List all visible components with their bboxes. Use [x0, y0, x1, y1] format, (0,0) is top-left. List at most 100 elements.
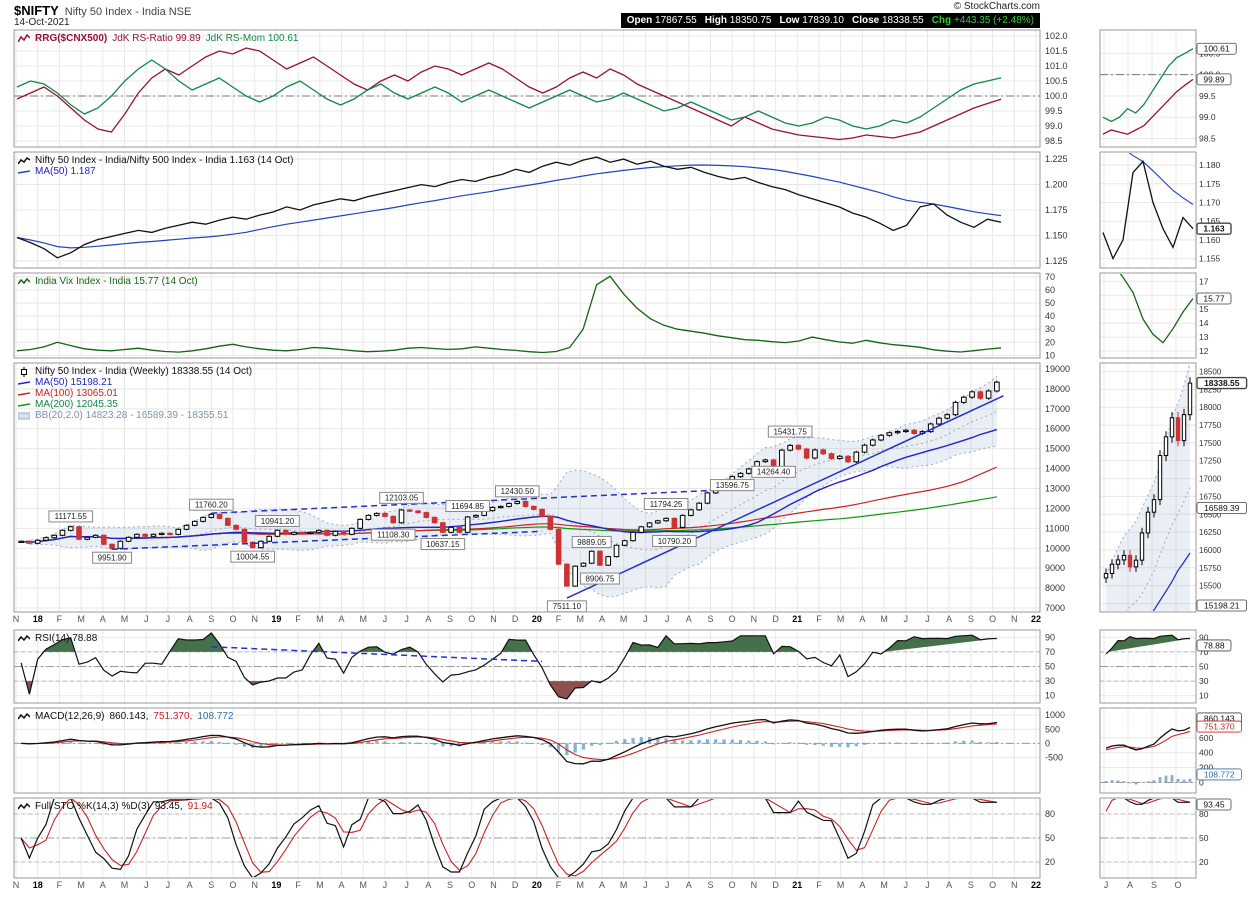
quote-change: Chg +443.35 (+2.48%) [932, 13, 1034, 28]
svg-text:99.5: 99.5 [1045, 106, 1063, 116]
svg-text:50: 50 [1045, 833, 1055, 843]
svg-text:A: A [1127, 880, 1133, 890]
svg-text:F: F [295, 880, 301, 890]
price-ma100-legend: MA(100) 13065.01 [18, 388, 118, 399]
svg-text:20: 20 [532, 880, 542, 890]
svg-text:17750: 17750 [1199, 421, 1222, 430]
svg-text:17000: 17000 [1199, 475, 1222, 484]
svg-text:16589.39: 16589.39 [1204, 503, 1240, 513]
mini-price: 18500 18250 18000 17750 17500 17250 17000 16750… [1099, 362, 1248, 613]
svg-text:M: M [121, 880, 129, 890]
price-ma50-legend: MA(50) 15198.21 [18, 377, 112, 388]
svg-text:20: 20 [532, 614, 542, 624]
svg-text:98.5: 98.5 [1045, 136, 1063, 146]
svg-text:J: J [166, 614, 171, 624]
svg-text:21: 21 [792, 614, 802, 624]
svg-text:A: A [946, 880, 952, 890]
svg-text:15000: 15000 [1045, 444, 1070, 454]
svg-text:11108.30: 11108.30 [377, 530, 410, 539]
svg-text:50: 50 [1199, 662, 1209, 672]
svg-text:A: A [100, 880, 106, 890]
svg-text:1.180: 1.180 [1199, 160, 1221, 170]
svg-text:0: 0 [1045, 738, 1050, 748]
svg-text:30: 30 [1199, 676, 1209, 686]
svg-text:1.150: 1.150 [1045, 230, 1068, 240]
svg-text:A: A [339, 614, 345, 624]
svg-text:O: O [468, 880, 475, 890]
panel-price: 19000 18000 17000 16000 15000 14000 13000 12000… [13, 362, 1070, 613]
svg-text:8000: 8000 [1045, 583, 1065, 593]
svg-text:M: M [620, 614, 628, 624]
svg-text:1.175: 1.175 [1199, 179, 1221, 189]
svg-text:70: 70 [1045, 272, 1055, 282]
high-value: 18350.75 [729, 15, 772, 26]
svg-text:M: M [316, 614, 324, 624]
svg-text:12000: 12000 [1045, 503, 1070, 513]
svg-text:A: A [100, 614, 106, 624]
svg-text:D: D [512, 614, 519, 624]
svg-text:10: 10 [1045, 350, 1055, 360]
ratio-line-icon [18, 156, 30, 164]
sto-k-value: 93.45, [154, 801, 183, 812]
svg-text:50: 50 [1045, 662, 1055, 672]
close-label: Close [851, 15, 880, 26]
svg-text:J: J [925, 614, 930, 624]
svg-text:F: F [816, 880, 822, 890]
svg-text:15500: 15500 [1199, 582, 1222, 591]
svg-text:100.61: 100.61 [1204, 44, 1230, 54]
panel-ratio: 1.225 1.200 1.175 1.150 1.125 [13, 151, 1068, 269]
svg-text:20: 20 [1199, 857, 1209, 867]
svg-text:20: 20 [1045, 857, 1055, 867]
svg-text:19: 19 [271, 880, 281, 890]
svg-text:F: F [295, 614, 301, 624]
svg-text:30: 30 [1045, 324, 1055, 334]
svg-text:15: 15 [1199, 304, 1209, 314]
svg-text:S: S [447, 880, 453, 890]
svg-text:10941.20: 10941.20 [261, 517, 295, 526]
svg-text:11760.20: 11760.20 [195, 500, 228, 509]
symbol-name: Nifty 50 Index - India NSE [64, 6, 192, 18]
svg-text:A: A [599, 880, 605, 890]
svg-text:78.88: 78.88 [1203, 640, 1225, 650]
svg-text:101.5: 101.5 [1045, 46, 1068, 56]
svg-text:18: 18 [33, 614, 43, 624]
svg-text:13596.75: 13596.75 [716, 481, 750, 490]
svg-text:100.5: 100.5 [1045, 76, 1068, 86]
svg-text:S: S [968, 880, 974, 890]
svg-text:10: 10 [1199, 691, 1209, 701]
price-ma100-value: MA(100) 13065.01 [35, 388, 118, 399]
svg-text:M: M [620, 880, 628, 890]
svg-text:1.225: 1.225 [1045, 154, 1068, 164]
svg-text:16000: 16000 [1045, 424, 1070, 434]
svg-text:A: A [859, 880, 865, 890]
svg-text:1000: 1000 [1045, 710, 1065, 720]
svg-text:10637.15: 10637.15 [426, 540, 460, 549]
svg-text:1.170: 1.170 [1199, 198, 1221, 208]
svg-text:17000: 17000 [1045, 404, 1070, 414]
ratio-ma-line-icon [18, 169, 30, 174]
rsi-line-icon [18, 634, 30, 641]
svg-text:108.772: 108.772 [1204, 769, 1235, 779]
svg-text:M: M [77, 880, 85, 890]
svg-text:12: 12 [1199, 346, 1209, 356]
svg-text:30: 30 [1045, 676, 1055, 686]
svg-text:40: 40 [1045, 311, 1055, 321]
rrg-title: RRG($CNX500) [35, 33, 108, 44]
svg-text:7511.10: 7511.10 [553, 602, 582, 611]
svg-text:A: A [686, 614, 692, 624]
copyright-link[interactable]: © StockCharts.com [953, 1, 1040, 12]
svg-text:O: O [729, 880, 736, 890]
svg-text:J: J [144, 614, 149, 624]
svg-text:F: F [556, 880, 562, 890]
candlestick-icon [21, 366, 27, 377]
price-bb-legend: BB(20,2.0) 14823.28 - 16589.39 - 18355.5… [18, 410, 228, 421]
svg-text:14264.40: 14264.40 [757, 468, 791, 477]
svg-text:10000: 10000 [1045, 543, 1070, 553]
chg-label: Chg [931, 15, 952, 26]
open-label: Open [626, 15, 653, 26]
svg-text:500: 500 [1045, 724, 1060, 734]
quote-bar: Open 17867.55 High 18350.75 Low 17839.10… [620, 13, 1040, 28]
svg-text:A: A [187, 880, 193, 890]
chg-value: +443.35 (+2.48%) [953, 15, 1034, 26]
